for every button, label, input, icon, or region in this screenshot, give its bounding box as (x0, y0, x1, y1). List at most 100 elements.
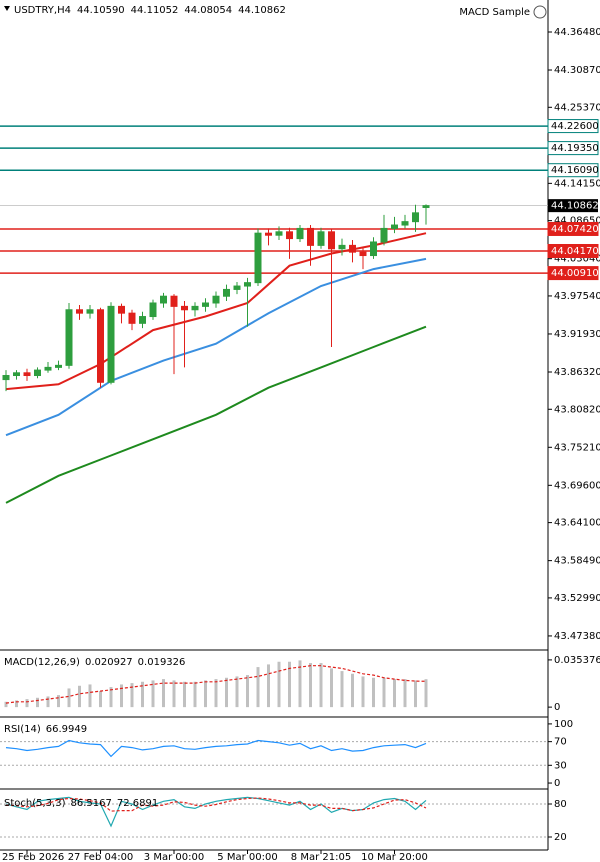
y-tick-label: 43.97540 (554, 291, 600, 302)
y-tick-label: 43.47380 (554, 631, 600, 642)
level-label-box (547, 141, 599, 156)
macd-bar (361, 676, 365, 708)
candle-body (65, 309, 73, 366)
macd-bar (414, 680, 417, 708)
indicator-name: MACD(12,26,9) (4, 657, 80, 668)
macd-bar (4, 701, 8, 708)
level-label-box (547, 163, 599, 178)
macd-bar (36, 697, 39, 708)
macd-bar (235, 676, 239, 708)
candle-body (55, 364, 62, 368)
y-tick-label: 0.035376 (554, 655, 600, 666)
symbol-arrow (4, 6, 10, 11)
candle-body (307, 227, 314, 246)
level-label-box (547, 221, 599, 236)
macd-bar (162, 679, 165, 708)
level-label: 44.07420 (551, 224, 599, 235)
y-tick-label: 43.80820 (554, 404, 600, 415)
indicator-value: 0.019326 (138, 657, 186, 668)
ohlc-value: 44.10862 (238, 5, 286, 16)
candle-body (244, 282, 251, 287)
macd-bar (25, 699, 29, 708)
candle-body (97, 309, 104, 383)
macd-bar (88, 684, 92, 708)
y-tick-label: 44.25370 (554, 102, 600, 113)
x-tick-label: 27 Feb 04:00 (68, 852, 134, 862)
candle-body (233, 285, 241, 290)
candle-body (23, 372, 31, 377)
macd-bar (351, 673, 354, 708)
y-tick-label: 0 (554, 778, 560, 789)
candle-body (223, 288, 230, 297)
y-tick-label: 100 (554, 719, 573, 730)
symbol: USDTRY,H4 (14, 5, 71, 16)
y-tick-label: 30 (554, 760, 567, 771)
price-label-box (548, 199, 598, 213)
x-tick-label: 25 Feb 2026 (2, 852, 64, 862)
macd-bar (99, 691, 102, 708)
y-tick-label: 44.36480 (554, 27, 600, 38)
candle-body (422, 205, 430, 208)
macd-bar (130, 683, 134, 708)
y-tick-label: 43.69600 (554, 480, 600, 491)
indicator-value: 66.9949 (46, 724, 87, 735)
level-label: 44.00910 (551, 268, 599, 279)
x-tick-label: 5 Mar 00:00 (217, 852, 277, 862)
macd-bar (288, 661, 291, 708)
pane-title: Stoch(5,3,3) 86.5167 72.6891 (4, 798, 158, 809)
price-label: 44.10862 (551, 201, 599, 212)
ohlc-value: 44.11052 (131, 5, 179, 16)
macd-bar (183, 681, 186, 708)
candle-body (44, 366, 52, 371)
y-tick-label: 43.58490 (554, 556, 600, 567)
macd-bar (193, 681, 197, 708)
candle-body (118, 305, 125, 314)
candle-body (338, 244, 346, 250)
y-tick-label: 44.03040 (554, 254, 600, 265)
indicator-name: Stoch(5,3,3) (4, 798, 66, 809)
x-tick-label: 3 Mar 00:00 (144, 852, 204, 862)
y-tick-label: 0 (554, 702, 560, 713)
y-tick-label: 44.30870 (554, 65, 600, 76)
y-tick-label: 43.91930 (554, 329, 600, 340)
indicator-value: 86.5167 (70, 798, 111, 809)
x-tick-label: 10 Mar 20:00 (361, 852, 428, 862)
moving-average (5, 325, 427, 504)
macd-bar (120, 684, 123, 708)
expert-name: MACD Sample (459, 7, 530, 18)
y-tick-label: 80 (554, 799, 567, 810)
level-label: 44.22600 (551, 121, 599, 132)
macd-bar (109, 687, 113, 708)
indicator-value: 0.020927 (85, 657, 133, 668)
indicator-line (5, 797, 427, 812)
macd-bar (46, 696, 50, 708)
candle-body (170, 295, 178, 307)
candle-body (391, 224, 398, 229)
level-label: 44.16090 (551, 165, 599, 176)
macd-bar (424, 679, 428, 708)
candle-body (349, 244, 356, 253)
candle-body (191, 305, 199, 311)
y-tick-label: 44.08650 (554, 216, 600, 227)
candle-body (107, 305, 115, 383)
candle-body (412, 212, 419, 223)
macd-bar (382, 677, 386, 708)
candle-body (254, 232, 262, 284)
macd-bar (57, 695, 60, 708)
macd-bar (393, 679, 396, 708)
candle-body (139, 316, 146, 324)
y-tick-label: 43.75210 (554, 442, 600, 453)
expert-icon[interactable] (533, 5, 547, 19)
macd-bar (15, 700, 18, 708)
macd-bar (141, 681, 144, 708)
candle-body (212, 295, 220, 304)
macd-bar (330, 668, 333, 708)
candle-body (181, 305, 188, 311)
candle-body (34, 369, 41, 377)
candle-body (149, 302, 157, 318)
symbol-header: USDTRY,H4 44.10590 44.11052 44.08054 44.1086… (14, 5, 286, 16)
level-label-box (547, 266, 599, 281)
indicator-name: RSI(14) (4, 724, 41, 735)
